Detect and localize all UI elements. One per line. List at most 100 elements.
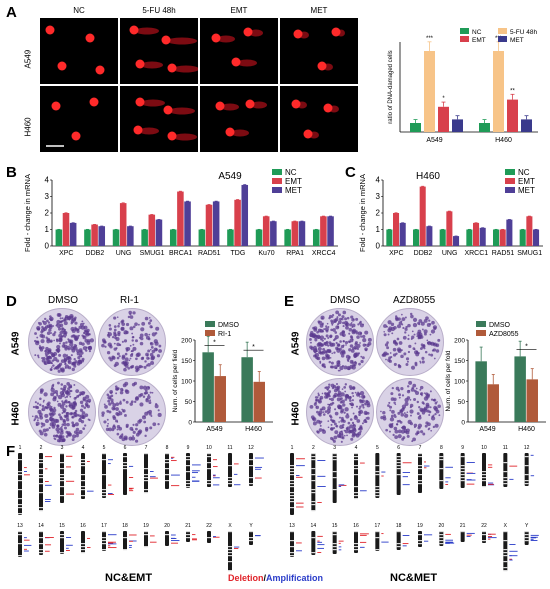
chromosome-band (249, 531, 253, 533)
colony-dot (357, 427, 361, 431)
legend-label: NC (472, 29, 482, 36)
colony-dot (38, 429, 42, 433)
colony-dot (59, 342, 61, 345)
colony-dot (417, 423, 423, 428)
y-tick-label: 0 (188, 420, 192, 427)
colony-dot (112, 416, 117, 420)
colony-dot (313, 354, 317, 358)
bar-nc (493, 229, 500, 246)
colony-dot (64, 396, 67, 399)
colony-dot (409, 422, 413, 426)
bar-met (98, 226, 106, 246)
chromosome-label: 21 (185, 523, 191, 529)
colony-dot (129, 365, 133, 369)
colony-dot (47, 401, 51, 405)
colony-dot (143, 420, 147, 424)
colony-dot (412, 347, 416, 350)
colony-dot (140, 336, 144, 341)
colony-dot (430, 398, 434, 401)
colony-dot (118, 355, 121, 358)
colony-dot (356, 419, 361, 423)
panel-e-col-azd8055: AZD8055 (393, 295, 436, 306)
colony-dot (332, 419, 336, 424)
colony-dot (396, 420, 400, 423)
colony-dish-a549-dmso-e (306, 308, 374, 376)
colony-dot (353, 415, 358, 420)
colony-dot (77, 355, 81, 360)
colony-dot (65, 418, 70, 422)
chromosome-band (311, 510, 316, 512)
comet-image-tile (200, 86, 278, 152)
comet-head (167, 131, 177, 141)
chromosome (123, 531, 127, 550)
chromosome-label: 10 (481, 445, 487, 451)
colony-dot (64, 362, 67, 366)
colony-dot (72, 401, 75, 404)
colony-dot (62, 407, 67, 413)
colony-dot (362, 343, 366, 347)
colony-dot (67, 315, 71, 320)
chromosome-band (375, 531, 380, 533)
colony-dot (398, 396, 401, 399)
chromosome-band (81, 486, 85, 488)
colony-dot (44, 406, 47, 409)
colony-dot (333, 320, 337, 323)
chromosome-band (228, 477, 232, 479)
significance-mark: * (525, 343, 528, 350)
colony-dot (36, 419, 39, 422)
colony-dot (434, 407, 439, 412)
colony-dot (343, 429, 346, 432)
chromosome (165, 531, 169, 546)
chromosome-band (144, 489, 148, 491)
bar-met (184, 201, 191, 246)
colony-dot (316, 431, 320, 434)
legend-label: EMT (518, 177, 535, 186)
chromosome-label: 7 (419, 445, 422, 451)
colony-dot (322, 347, 326, 351)
chromosome-label: 1 (19, 445, 22, 451)
chromosome-label: 15 (59, 523, 65, 529)
colony-dot (321, 339, 324, 342)
chromosome-band (354, 546, 358, 548)
colony-dot (108, 336, 111, 339)
colony-dot (419, 388, 422, 391)
colony-dot (114, 336, 117, 340)
chromosome-band (460, 531, 465, 533)
colony-dot (357, 352, 361, 355)
colony-dot (145, 398, 149, 401)
colony-dot (333, 427, 336, 430)
chromosome-band (396, 459, 401, 461)
chromosome-band (396, 474, 401, 476)
colony-dot (63, 422, 67, 427)
significance-mark: * (252, 344, 255, 351)
y-tick-label: 3 (376, 192, 381, 201)
chart-e-cell-counts: 0 50 100 150 200 A549 H460 Num. of cells per fo… (445, 321, 546, 433)
significance-mark: ** (510, 88, 515, 94)
colony-dot (129, 353, 134, 358)
chromosome-band (290, 468, 294, 470)
colony-dot (325, 329, 329, 333)
chromosome-band (396, 462, 401, 464)
colony-dot (109, 391, 113, 394)
chromosome-band (375, 537, 380, 539)
chromosome (482, 531, 486, 543)
colony-dot (346, 316, 350, 320)
colony-dot (352, 423, 355, 426)
chromosome-band (311, 456, 316, 458)
colony-dot (327, 336, 330, 339)
colony-dot (406, 428, 410, 433)
colony-dot (329, 357, 332, 359)
colony-dot (389, 417, 395, 422)
colony-dot (104, 405, 108, 409)
chromosome (311, 531, 316, 555)
colony-dot (72, 424, 76, 427)
chromosome-band (311, 468, 316, 470)
colony-dot (41, 356, 44, 360)
colony-dot (359, 405, 362, 409)
chromosome-band (39, 510, 43, 512)
chromosome (439, 453, 444, 489)
bar-nc (479, 123, 490, 132)
colony-dot (88, 400, 91, 403)
panel-f-letter: F (6, 443, 16, 460)
colony-dot (429, 323, 432, 326)
